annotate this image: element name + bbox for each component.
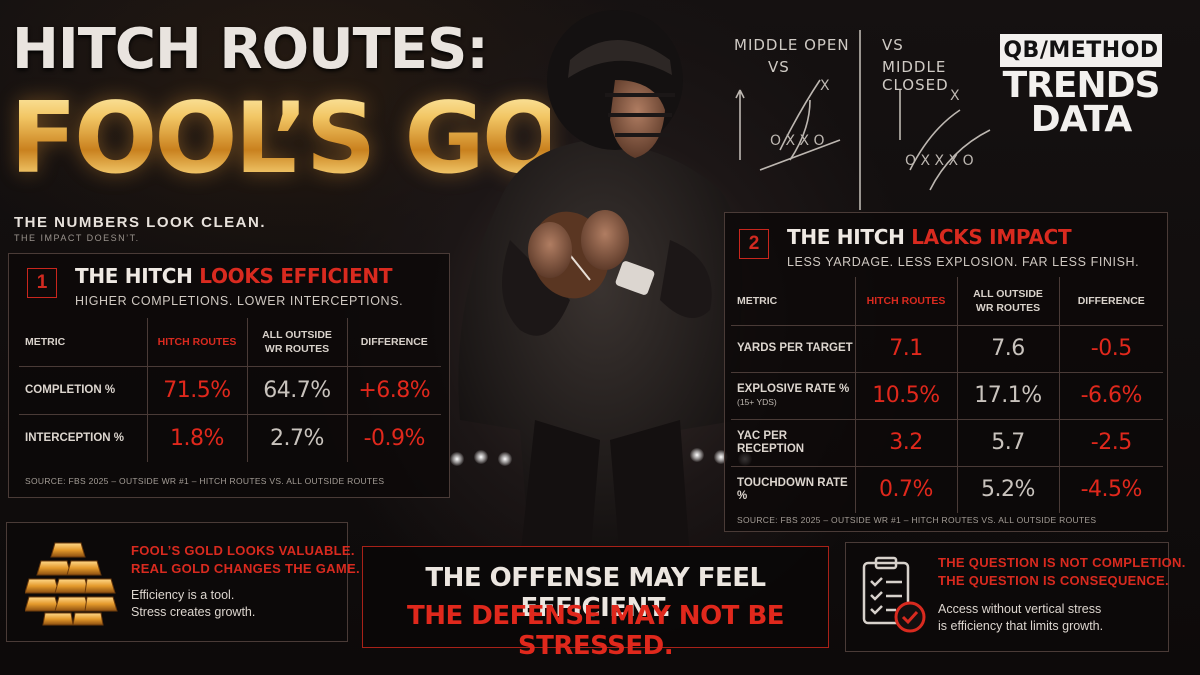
column-header-hitch: HITCH ROUTES (146, 318, 247, 367)
row-metric: COMPLETION % (19, 366, 147, 415)
row-difference-value: +6.8% (346, 366, 441, 415)
card-fools-gold: FOOL’S GOLD LOOKS VALUABLE. REAL GOLD CH… (6, 522, 360, 642)
column-header-metric: METRIC (19, 318, 147, 367)
row-metric-label: TOUCHDOWN RATE % (737, 476, 848, 502)
logo-trends: TRENDS (1002, 65, 1161, 106)
clipboard-checklist-icon (862, 556, 926, 633)
row-difference-value: -0.5 (1058, 325, 1163, 373)
card-question-body-1: Access without vertical stress (938, 602, 1102, 616)
card-question-red-line-1: THE QUESTION IS NOT COMPLETION. (938, 555, 1186, 570)
source-note: SOURCE: FBS 2025 – OUTSIDE WR #1 – HITCH… (737, 515, 1097, 525)
column-header-all-routes: ALL OUTSIDE WR ROUTES (956, 277, 1059, 326)
card-gold-red-line-2: REAL GOLD CHANGES THE GAME. (131, 561, 360, 576)
quarterback-image (458, 10, 743, 560)
row-metric: YARDS PER TARGET (731, 325, 855, 373)
panel-number: 1 (27, 268, 57, 298)
headline-subtitle: THE NUMBERS LOOK CLEAN. (14, 214, 266, 231)
panel-title-white: THE HITCH (75, 264, 193, 288)
row-hitch-value: 7.1 (854, 325, 957, 373)
row-metric-label: YARDS PER TARGET (737, 342, 853, 354)
row-all-value: 17.1% (956, 372, 1059, 420)
row-difference-value: -0.9% (346, 414, 441, 462)
chalk-routes: O X X O O X X X O X X (735, 30, 991, 210)
panel-title: THE HITCH LOOKS EFFICIENT (75, 264, 393, 288)
card-question: THE QUESTION IS NOT COMPLETION. THE QUES… (845, 542, 1185, 652)
row-metric-note: (15+ YDS) (737, 396, 777, 407)
svg-text:X: X (950, 88, 960, 104)
row-difference-value: -6.6% (1058, 372, 1163, 420)
card-question-body-2: is efficiency that limits growth. (938, 619, 1104, 633)
column-header-hitch: HITCH ROUTES (854, 277, 957, 326)
logo-badge: QB/METHOD (1000, 34, 1162, 67)
panel-number: 2 (739, 229, 769, 259)
row-metric-label: YAC PER RECEPTION (737, 429, 805, 455)
stats-table: METRIC HITCH ROUTES ALL OUTSIDE WR ROUTE… (731, 277, 1163, 513)
gold-bars-icon (25, 542, 118, 626)
table-row: YARDS PER TARGET 7.1 7.6 -0.5 (731, 325, 1163, 373)
row-metric: YAC PER RECEPTION (731, 419, 855, 467)
row-all-value: 5.7 (956, 419, 1059, 467)
row-hitch-value: 3.2 (854, 419, 957, 467)
logo-data: DATA (1030, 99, 1133, 140)
card-offense-defense: THE OFFENSE MAY FEEL EFFICIENT. THE DEFE… (362, 546, 829, 661)
column-header-difference: DIFFERENCE (1058, 277, 1163, 326)
chalk-label-middle-open: MIDDLE OPEN (734, 36, 850, 54)
table-row: EXPLOSIVE RATE % (15+ YDS) 10.5% 17.1% -6… (731, 372, 1163, 420)
row-hitch-value: 10.5% (854, 372, 957, 420)
card-gold-body-1: Efficiency is a tool. (131, 588, 235, 602)
headline-title: HITCH ROUTES: (12, 17, 489, 82)
row-hitch-value: 1.8% (146, 414, 247, 462)
panel-title: THE HITCH LACKS IMPACT (787, 225, 1072, 249)
row-metric-label: EXPLOSIVE RATE % (737, 382, 850, 395)
row-metric: TOUCHDOWN RATE % (731, 466, 855, 513)
row-all-value: 7.6 (956, 325, 1059, 373)
row-all-value: 2.7% (246, 414, 347, 462)
table-row: INTERCEPTION % 1.8% 2.7% -0.9% (19, 414, 441, 462)
source-note: SOURCE: FBS 2025 – OUTSIDE WR #1 – HITCH… (25, 476, 385, 486)
card-question-red-line-2: THE QUESTION IS CONSEQUENCE. (938, 573, 1169, 588)
svg-text:X: X (820, 78, 830, 94)
row-metric: EXPLOSIVE RATE % (15+ YDS) (731, 372, 855, 420)
column-header-difference: DIFFERENCE (346, 318, 441, 367)
panel-subtitle: LESS YARDAGE. LESS EXPLOSION. FAR LESS F… (787, 255, 1140, 269)
row-hitch-value: 71.5% (146, 366, 247, 415)
chalk-label-vs-right: VS (882, 36, 904, 54)
center-line-1: THE OFFENSE MAY FEEL EFFICIENT. (425, 563, 766, 623)
panel-title-white: THE HITCH (787, 225, 905, 249)
panel-hitch-lacks-impact: 2 THE HITCH LACKS IMPACT LESS YARDAGE. L… (724, 212, 1168, 532)
row-all-value: 64.7% (246, 366, 347, 415)
table-header-row: METRIC HITCH ROUTES ALL OUTSIDE WR ROUTE… (19, 318, 441, 367)
panel-title-red: LACKS IMPACT (911, 225, 1072, 249)
table-row: YAC PER RECEPTION 3.2 5.7 -2.5 (731, 419, 1163, 467)
panel-subtitle: HIGHER COMPLETIONS. LOWER INTERCEPTIONS. (75, 294, 404, 308)
chalk-label-vs-left: VS (768, 58, 790, 76)
chalk-label-middle-closed: MIDDLE CLOSED (882, 58, 949, 94)
headline-subtitle-small: THE IMPACT DOESN’T. (14, 233, 140, 243)
center-line-2: THE DEFENSE MAY NOT BE STRESSED. (406, 601, 785, 661)
stats-table: METRIC HITCH ROUTES ALL OUTSIDE WR ROUTE… (19, 318, 441, 462)
column-header-metric: METRIC (731, 277, 855, 326)
table-row: COMPLETION % 71.5% 64.7% +6.8% (19, 366, 441, 415)
panel-hitch-efficient: 1 THE HITCH LOOKS EFFICIENT HIGHER COMPL… (8, 253, 450, 498)
row-all-value: 5.2% (956, 466, 1059, 513)
svg-text:O X X X O: O X X X O (905, 153, 974, 169)
row-difference-value: -4.5% (1058, 466, 1163, 513)
panel-title-red: LOOKS EFFICIENT (199, 264, 393, 288)
table-row: TOUCHDOWN RATE % 0.7% 5.2% -4.5% (731, 466, 1163, 513)
brand-logo: QB/METHOD TRENDS DATA (1000, 34, 1162, 140)
table-header-row: METRIC HITCH ROUTES ALL OUTSIDE WR ROUTE… (731, 277, 1163, 326)
card-gold-red-line-1: FOOL’S GOLD LOOKS VALUABLE. (131, 543, 355, 558)
play-diagram: MIDDLE OPEN VS VS MIDDLE CLOSED O X X O … (700, 20, 1000, 220)
svg-text:O X X O: O X X O (770, 133, 825, 149)
column-header-all-routes: ALL OUTSIDE WR ROUTES (246, 318, 347, 367)
row-metric: INTERCEPTION % (25, 431, 125, 444)
row-hitch-value: 0.7% (854, 466, 957, 513)
row-difference-value: -2.5 (1058, 419, 1163, 467)
card-gold-body-2: Stress creates growth. (131, 605, 256, 619)
